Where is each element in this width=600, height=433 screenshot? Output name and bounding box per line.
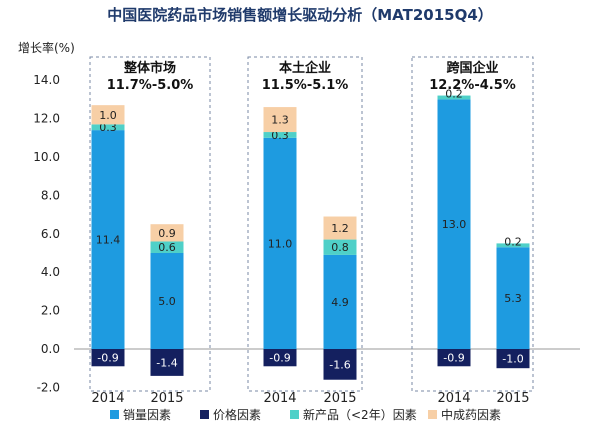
x-tick-label: 2015 [323,391,356,406]
y-tick-label: -2.0 [37,380,60,394]
chart-title: 中国医院药品市场销售额增长驱动分析（MAT2015Q4） [107,6,493,24]
x-tick-label: 2014 [437,391,470,406]
y-tick-label: 10.0 [33,150,60,164]
group-title: 整体市场 [123,60,176,76]
legend-label: 新产品（<2年）因素 [303,407,417,422]
bar-tcm-factor [91,105,125,125]
data-label: 0.6 [158,241,176,254]
y-tick-label: 14.0 [33,73,60,87]
legend-label: 销量因素 [123,408,171,422]
x-tick-label: 2014 [263,391,296,406]
bar-price-factor [323,349,357,380]
bar-new-product-factor [91,124,125,131]
group-title: 跨国企业 [446,60,498,76]
y-tick-label: 8.0 [41,188,60,202]
group-box [247,56,363,392]
bar-volume-factor [91,130,125,349]
bar-price-factor [437,349,471,367]
bar-volume-factor [496,247,530,349]
x-tick-label: 2015 [150,391,183,406]
legend-label: 中成药因素 [441,407,501,422]
bar-volume-factor [323,254,357,349]
bar-volume-factor [437,99,471,350]
y-tick-label: 12.0 [33,112,60,126]
data-label: -1.0 [502,353,523,366]
data-label: 0.9 [158,227,176,240]
data-label: 1.0 [99,109,117,122]
data-label: 13.0 [442,218,467,231]
data-label: 5.3 [504,292,522,305]
legend-swatch [110,410,119,419]
bar-new-product-factor [263,132,297,138]
group-subtitle: 11.7%-5.0% [107,78,194,93]
data-label: 0.8 [331,241,349,254]
group-subtitle: 11.5%-5.1% [262,78,349,93]
y-tick-label: 0.0 [41,342,60,356]
bar-volume-factor [263,137,297,349]
legend-swatch [428,410,437,419]
bar-new-product-factor [437,95,471,100]
group-title: 本土企业 [279,60,331,76]
group-box [411,56,534,392]
data-label: 11.0 [268,237,293,250]
bar-tcm-factor [150,224,184,242]
data-label: -0.9 [443,352,464,365]
y-axis-label: 增长率(%) [18,40,75,55]
data-label: 0.3 [271,129,289,142]
bar-tcm-factor [263,107,297,133]
bar-new-product-factor [496,243,530,248]
x-tick-label: 2015 [496,391,529,406]
group-subtitle: 12.2%-4.5% [429,78,516,93]
data-label: 0.3 [99,121,117,134]
bar-price-factor [150,349,184,376]
bar-tcm-factor [323,216,357,240]
bar-new-product-factor [323,239,357,255]
bar-volume-factor [150,253,184,349]
y-tick-label: 4.0 [41,265,60,279]
x-tick-label: 2014 [91,391,124,406]
legend-label: 价格因素 [213,407,261,422]
data-label: -1.6 [329,358,350,371]
data-label: -0.9 [97,352,118,365]
bar-price-factor [496,349,530,369]
y-tick-label: 6.0 [41,227,60,241]
legend-swatch [290,410,299,419]
data-label: 1.3 [271,114,289,127]
data-label: -0.9 [269,352,290,365]
legend-swatch [200,410,209,419]
bar-new-product-factor [150,241,184,253]
group-box [89,56,211,392]
data-label: 1.2 [331,222,349,235]
data-label: -1.4 [156,356,177,369]
bar-price-factor [91,349,125,367]
data-label: 0.2 [504,235,522,248]
bar-price-factor [263,349,297,367]
y-tick-label: 2.0 [41,304,60,318]
data-label: 11.4 [96,234,121,247]
data-label: 0.2 [445,88,463,101]
data-label: 4.9 [331,296,349,309]
data-label: 5.0 [158,295,176,308]
